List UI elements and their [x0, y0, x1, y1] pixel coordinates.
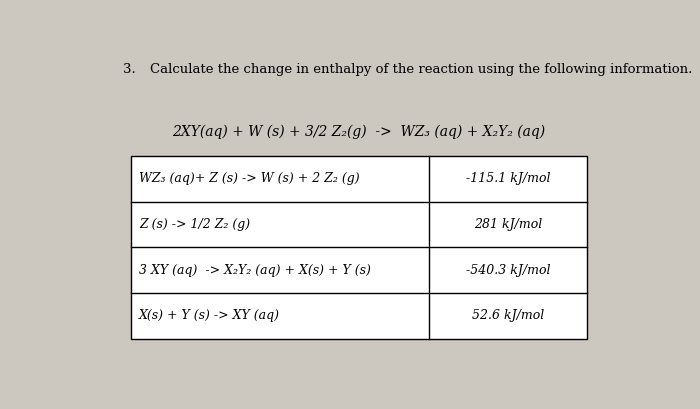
Text: -115.1 kJ/mol: -115.1 kJ/mol: [466, 173, 550, 186]
Text: Calculate the change in enthalpy of the reaction using the following information: Calculate the change in enthalpy of the …: [150, 63, 692, 76]
Text: 52.6 kJ/mol: 52.6 kJ/mol: [472, 310, 544, 322]
Text: X(s) + Y (s) -> XY (aq): X(s) + Y (s) -> XY (aq): [139, 310, 280, 322]
Text: 3.: 3.: [122, 63, 136, 76]
Text: 3 XY (aq)  -> X₂Y₂ (aq) + X(s) + Y (s): 3 XY (aq) -> X₂Y₂ (aq) + X(s) + Y (s): [139, 264, 371, 277]
Text: -540.3 kJ/mol: -540.3 kJ/mol: [466, 264, 550, 277]
Text: 281 kJ/mol: 281 kJ/mol: [474, 218, 542, 231]
Text: Z (s) -> 1/2 Z₂ (g): Z (s) -> 1/2 Z₂ (g): [139, 218, 250, 231]
Text: WZ₃ (aq)+ Z (s) -> W (s) + 2 Z₂ (g): WZ₃ (aq)+ Z (s) -> W (s) + 2 Z₂ (g): [139, 173, 360, 186]
Text: 2XY(aq) + W (s) + 3/2 Z₂(g)  ->  WZ₃ (aq) + X₂Y₂ (aq): 2XY(aq) + W (s) + 3/2 Z₂(g) -> WZ₃ (aq) …: [172, 125, 545, 139]
